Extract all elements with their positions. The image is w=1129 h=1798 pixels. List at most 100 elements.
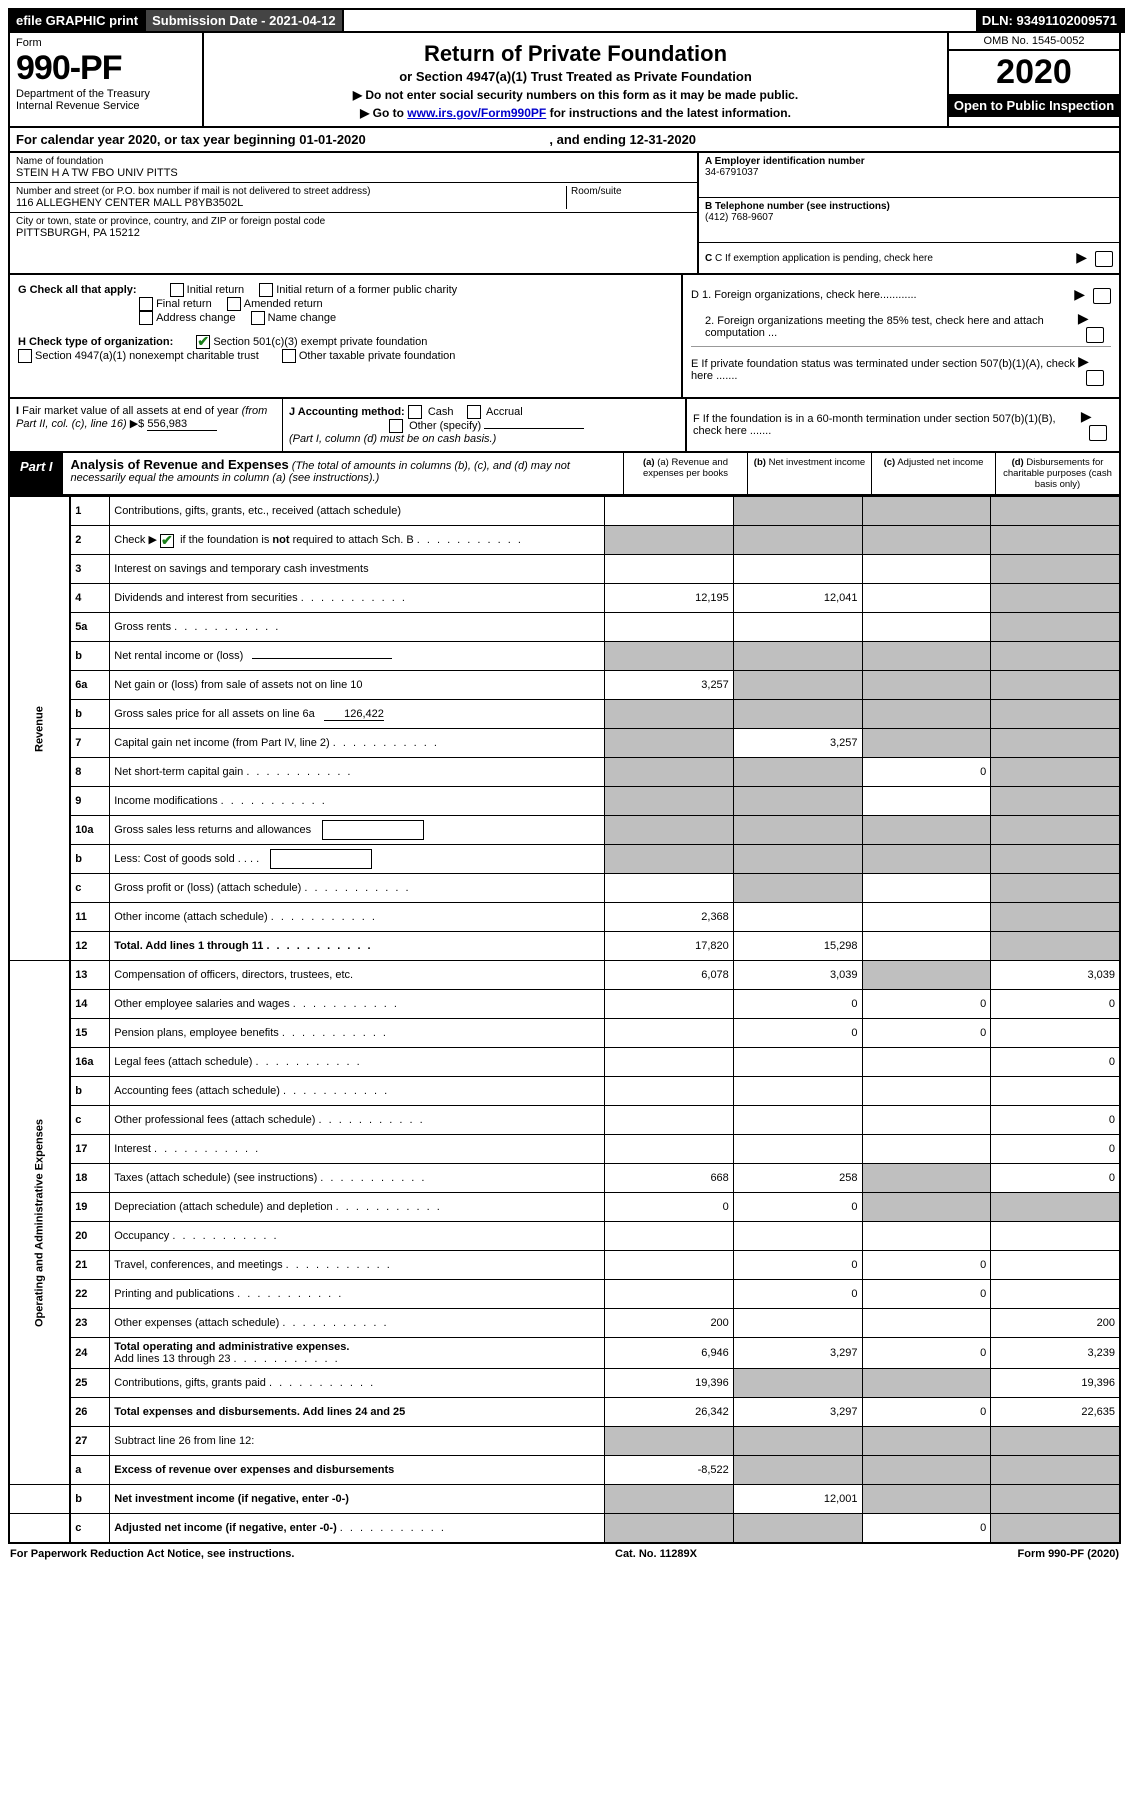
row-10b-desc: Less: Cost of goods sold . . . . — [110, 845, 605, 874]
expenses-side-label: Operating and Administrative Expenses — [9, 961, 70, 1485]
r13-b: 3,039 — [733, 961, 862, 990]
row-25-desc: Contributions, gifts, grants paid — [110, 1369, 605, 1398]
calendar-year-row: For calendar year 2020, or tax year begi… — [8, 128, 1121, 153]
j-cash[interactable] — [408, 405, 422, 419]
form-note1: ▶ Do not enter social security numbers o… — [210, 88, 941, 102]
row-20-desc: Occupancy — [110, 1222, 605, 1251]
r4-a: 12,195 — [605, 584, 734, 613]
g-final-return[interactable] — [139, 297, 153, 311]
row-13-desc: Compensation of officers, directors, tru… — [110, 961, 605, 990]
h-row: H Check type of organization: Section 50… — [18, 335, 673, 363]
r6a-a: 3,257 — [605, 671, 734, 700]
h-501c3[interactable] — [196, 335, 210, 349]
j-section: J Accounting method: Cash Accrual Other … — [283, 399, 687, 451]
f-checkbox[interactable] — [1089, 425, 1107, 441]
row-27-desc: Subtract line 26 from line 12: — [110, 1427, 605, 1456]
dln-label: DLN: 93491102009571 — [976, 10, 1123, 31]
e-checkbox[interactable] — [1086, 370, 1104, 386]
form-note2: ▶ Go to www.irs.gov/Form990PF for instru… — [210, 106, 941, 120]
col-b-head: (b) Net investment income — [748, 453, 872, 494]
r13-d: 3,039 — [991, 961, 1120, 990]
r26-d: 22,635 — [991, 1398, 1120, 1427]
row-27a-desc: Excess of revenue over expenses and disb… — [110, 1456, 605, 1485]
entity-info: Name of foundation STEIN H A TW FBO UNIV… — [8, 153, 1121, 275]
row-3-desc: Interest on savings and temporary cash i… — [110, 555, 605, 584]
irs-label: Internal Revenue Service — [16, 100, 196, 112]
row-2-desc: Check ▶ if the foundation is not require… — [110, 526, 605, 555]
r26-a: 26,342 — [605, 1398, 734, 1427]
r24-b: 3,297 — [733, 1338, 862, 1369]
row-21-desc: Travel, conferences, and meetings — [110, 1251, 605, 1280]
row-27b-desc: Net investment income (if negative, ente… — [110, 1485, 605, 1514]
r22-c: 0 — [862, 1280, 991, 1309]
row-12-desc: Total. Add lines 1 through 11 — [110, 932, 605, 961]
r16c-d: 0 — [991, 1106, 1120, 1135]
r12-a: 17,820 — [605, 932, 734, 961]
j-other[interactable] — [389, 419, 403, 433]
city-label: City or town, state or province, country… — [16, 216, 325, 227]
room-suite: Room/suite — [566, 186, 691, 209]
h-other-taxable[interactable] — [282, 349, 296, 363]
h-4947[interactable] — [18, 349, 32, 363]
g-name-change[interactable] — [251, 311, 265, 325]
irs-link[interactable]: www.irs.gov/Form990PF — [407, 106, 546, 120]
r27a-a: -8,522 — [605, 1456, 734, 1485]
c-checkbox[interactable] — [1095, 251, 1113, 267]
row-23-desc: Other expenses (attach schedule) — [110, 1309, 605, 1338]
r26-c: 0 — [862, 1398, 991, 1427]
header-center: Return of Private Foundation or Section … — [204, 33, 949, 126]
f-section: F If the foundation is in a 60-month ter… — [687, 399, 1119, 451]
part1-desc: Analysis of Revenue and Expenses (The to… — [63, 453, 624, 494]
row-8-desc: Net short-term capital gain — [110, 758, 605, 787]
d1-checkbox[interactable] — [1093, 288, 1111, 304]
r21-b: 0 — [733, 1251, 862, 1280]
top-bar: efile GRAPHIC print Submission Date - 20… — [8, 8, 1125, 33]
part1-header: Part I Analysis of Revenue and Expenses … — [8, 453, 1121, 496]
r26-b: 3,297 — [733, 1398, 862, 1427]
phone-row: B Telephone number (see instructions) (4… — [699, 198, 1119, 243]
r14-d: 0 — [991, 990, 1120, 1019]
row-22-desc: Printing and publications — [110, 1280, 605, 1309]
col-d-head: (d) Disbursements for charitable purpose… — [996, 453, 1119, 494]
r23-a: 200 — [605, 1309, 734, 1338]
open-public: Open to Public Inspection — [949, 94, 1119, 117]
row-4-desc: Dividends and interest from securities — [110, 584, 605, 613]
schb-checkbox[interactable] — [160, 534, 174, 548]
i-section: I Fair market value of all assets at end… — [10, 399, 283, 451]
addr-label: Number and street (or P.O. box number if… — [16, 186, 566, 197]
city-row: City or town, state or province, country… — [10, 213, 697, 242]
col-c-head: (c) Adjusted net income — [872, 453, 996, 494]
row-5b-desc: Net rental income or (loss) — [110, 642, 605, 671]
footer-left: For Paperwork Reduction Act Notice, see … — [10, 1548, 294, 1560]
part1-table: Revenue 1Contributions, gifts, grants, e… — [8, 496, 1121, 1544]
r16a-d: 0 — [991, 1048, 1120, 1077]
j-accrual[interactable] — [467, 405, 481, 419]
row-10a-desc: Gross sales less returns and allowances — [110, 816, 605, 845]
d2-checkbox[interactable] — [1086, 327, 1104, 343]
row-27c-desc: Adjusted net income (if negative, enter … — [110, 1514, 605, 1544]
row-7-desc: Capital gain net income (from Part IV, l… — [110, 729, 605, 758]
r4-b: 12,041 — [733, 584, 862, 613]
g-row: G Check all that apply: Initial return I… — [18, 283, 673, 325]
g-initial-return[interactable] — [170, 283, 184, 297]
row-6a-desc: Net gain or (loss) from sale of assets n… — [110, 671, 605, 700]
r17-d: 0 — [991, 1135, 1120, 1164]
submission-date: Submission Date - 2021-04-12 — [146, 10, 344, 31]
phone-label: B Telephone number (see instructions) — [705, 201, 890, 212]
r14-b: 0 — [733, 990, 862, 1019]
tax-year: 2020 — [949, 51, 1119, 94]
g-initial-former[interactable] — [259, 283, 273, 297]
g-amended-return[interactable] — [227, 297, 241, 311]
revenue-side-label: Revenue — [9, 497, 70, 961]
r27c-c: 0 — [862, 1514, 991, 1544]
header-left: Form 990-PF Department of the Treasury I… — [10, 33, 204, 126]
h-label: H Check type of organization: — [18, 336, 173, 348]
g-address-change[interactable] — [139, 311, 153, 325]
foundation-name-row: Name of foundation STEIN H A TW FBO UNIV… — [10, 153, 697, 183]
g-label: G Check all that apply: — [18, 284, 137, 296]
e-row: E If private foundation status was termi… — [691, 346, 1111, 389]
omb-number: OMB No. 1545-0052 — [949, 33, 1119, 51]
r18-a: 668 — [605, 1164, 734, 1193]
ein-label: A Employer identification number — [705, 156, 865, 167]
check-section: G Check all that apply: Initial return I… — [8, 275, 1121, 399]
